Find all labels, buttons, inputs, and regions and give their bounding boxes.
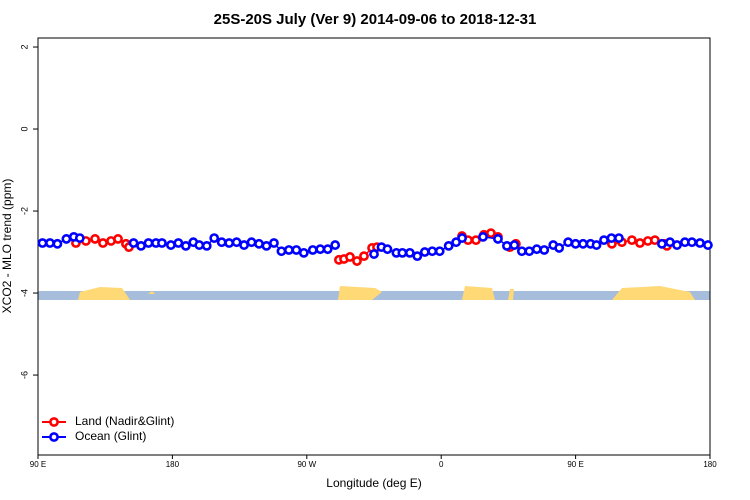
data-point xyxy=(509,240,520,250)
data-point xyxy=(173,238,184,248)
y-tick-label: 2 xyxy=(19,45,29,50)
data-point xyxy=(194,240,205,250)
x-tick-label: 90 E xyxy=(30,460,46,469)
land-shape xyxy=(508,289,514,300)
data-point xyxy=(493,234,503,244)
data-point xyxy=(412,251,423,262)
data-point xyxy=(404,247,415,258)
data-point xyxy=(37,238,48,248)
data-point xyxy=(703,240,713,250)
data-point xyxy=(330,240,341,250)
data-point xyxy=(345,252,355,262)
data-point xyxy=(166,240,176,250)
y-tick-label: -6 xyxy=(19,371,29,379)
data-point xyxy=(239,240,249,250)
x-tick-label: 0 xyxy=(439,460,444,469)
data-point xyxy=(261,240,272,251)
data-point xyxy=(578,238,588,249)
data-point xyxy=(216,237,227,248)
y-axis-label: XCO2 - MLO trend (ppm) xyxy=(0,179,14,314)
x-tick-label: 90 W xyxy=(297,460,316,469)
data-point xyxy=(136,240,146,251)
x-tick-label: 90 E xyxy=(567,460,583,469)
data-point xyxy=(276,246,287,257)
data-point xyxy=(254,238,264,249)
data-point xyxy=(231,237,242,248)
data-point xyxy=(61,234,72,244)
data-point xyxy=(599,235,609,246)
legend-label: Land (Nadir&Glint) xyxy=(75,414,174,428)
data-point xyxy=(531,244,542,255)
data-point xyxy=(554,243,565,253)
data-point xyxy=(180,240,191,251)
data-point xyxy=(606,233,617,243)
data-point xyxy=(113,234,123,244)
legend-marker xyxy=(49,417,59,427)
data-point xyxy=(291,245,302,255)
data-point xyxy=(626,235,637,246)
chart-title: 25S-20S July (Ver 9) 2014-09-06 to 2018-… xyxy=(214,11,537,28)
data-point xyxy=(359,251,369,262)
land-ocean-strip xyxy=(38,286,710,300)
data-point xyxy=(434,246,445,257)
data-point xyxy=(635,238,645,248)
land-shape xyxy=(78,287,130,300)
data-point xyxy=(614,233,624,243)
y-tick-label: -4 xyxy=(19,289,29,297)
data-point xyxy=(157,238,167,248)
data-point xyxy=(224,238,235,248)
legend-label: Ocean (Glint) xyxy=(75,429,146,443)
data-point xyxy=(427,246,438,257)
data-point xyxy=(352,256,362,266)
data-point xyxy=(45,238,55,248)
data-point xyxy=(52,238,63,249)
data-point xyxy=(657,238,667,249)
data-point xyxy=(649,235,660,246)
data-point xyxy=(382,244,393,255)
data-point xyxy=(98,238,108,248)
data-point xyxy=(307,245,318,255)
legend-marker xyxy=(49,432,59,442)
data-point xyxy=(369,249,379,259)
land-shape xyxy=(612,286,695,300)
data-point xyxy=(315,244,326,255)
land-shape xyxy=(148,291,155,294)
data-point xyxy=(687,237,697,248)
data-point xyxy=(298,247,309,258)
data-point xyxy=(672,240,682,250)
data-point xyxy=(74,233,85,243)
data-point xyxy=(209,233,220,243)
x-axis-label: Longitude (deg E) xyxy=(326,476,421,490)
data-point xyxy=(563,237,574,248)
data-point xyxy=(419,247,430,257)
data-point xyxy=(486,228,496,239)
data-point xyxy=(269,238,279,248)
land-shape xyxy=(338,286,382,300)
data-point xyxy=(128,238,139,248)
data-point xyxy=(516,246,527,257)
data-point xyxy=(478,231,488,242)
data-point xyxy=(539,245,550,255)
data-point xyxy=(502,240,512,251)
data-point xyxy=(591,240,602,250)
x-tick-label: 180 xyxy=(166,460,180,469)
data-point xyxy=(322,244,333,255)
data-point xyxy=(90,234,100,244)
data-point xyxy=(201,240,212,251)
x-tick-label: 180 xyxy=(703,460,717,469)
data-point xyxy=(695,238,705,248)
data-point xyxy=(457,233,468,243)
data-point xyxy=(443,240,454,251)
data-point xyxy=(143,238,154,248)
data-point xyxy=(283,245,294,255)
data-point xyxy=(570,238,581,249)
data-point xyxy=(397,247,408,258)
data-point xyxy=(246,237,257,248)
y-tick-label: -2 xyxy=(19,207,29,215)
land-shape xyxy=(462,286,495,300)
y-tick-label: 0 xyxy=(19,127,29,132)
data-point xyxy=(524,246,535,257)
